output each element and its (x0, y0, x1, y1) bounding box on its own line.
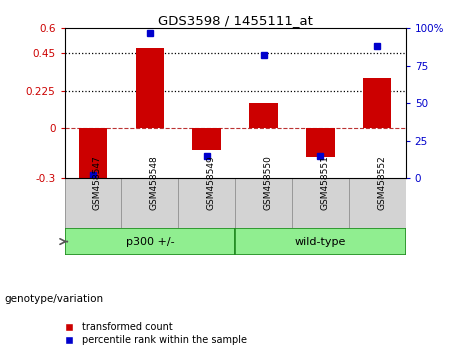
Bar (349, 178, 406, 228)
Bar (306, 128, 335, 156)
Bar (65, 228, 235, 255)
Bar (235, 178, 292, 228)
Text: GSM458550: GSM458550 (264, 155, 272, 210)
Bar (121, 178, 178, 228)
Bar (79, 128, 107, 178)
Text: p300 +/-: p300 +/- (125, 236, 174, 246)
Bar (178, 178, 235, 228)
Bar (193, 128, 221, 150)
Text: GSM458551: GSM458551 (320, 155, 330, 210)
Text: GSM458552: GSM458552 (377, 155, 386, 210)
Legend: transformed count, percentile rank within the sample: transformed count, percentile rank withi… (56, 319, 251, 349)
Text: wild-type: wild-type (295, 236, 346, 246)
Bar (249, 103, 278, 128)
Title: GDS3598 / 1455111_at: GDS3598 / 1455111_at (158, 14, 313, 27)
Text: genotype/variation: genotype/variation (5, 294, 104, 304)
Text: GSM458549: GSM458549 (207, 155, 216, 210)
Bar (65, 178, 121, 228)
Bar (363, 78, 391, 128)
Text: GSM458548: GSM458548 (150, 155, 159, 210)
Bar (136, 48, 164, 128)
Text: GSM458547: GSM458547 (93, 155, 102, 210)
Bar (292, 178, 349, 228)
Bar (235, 228, 406, 255)
